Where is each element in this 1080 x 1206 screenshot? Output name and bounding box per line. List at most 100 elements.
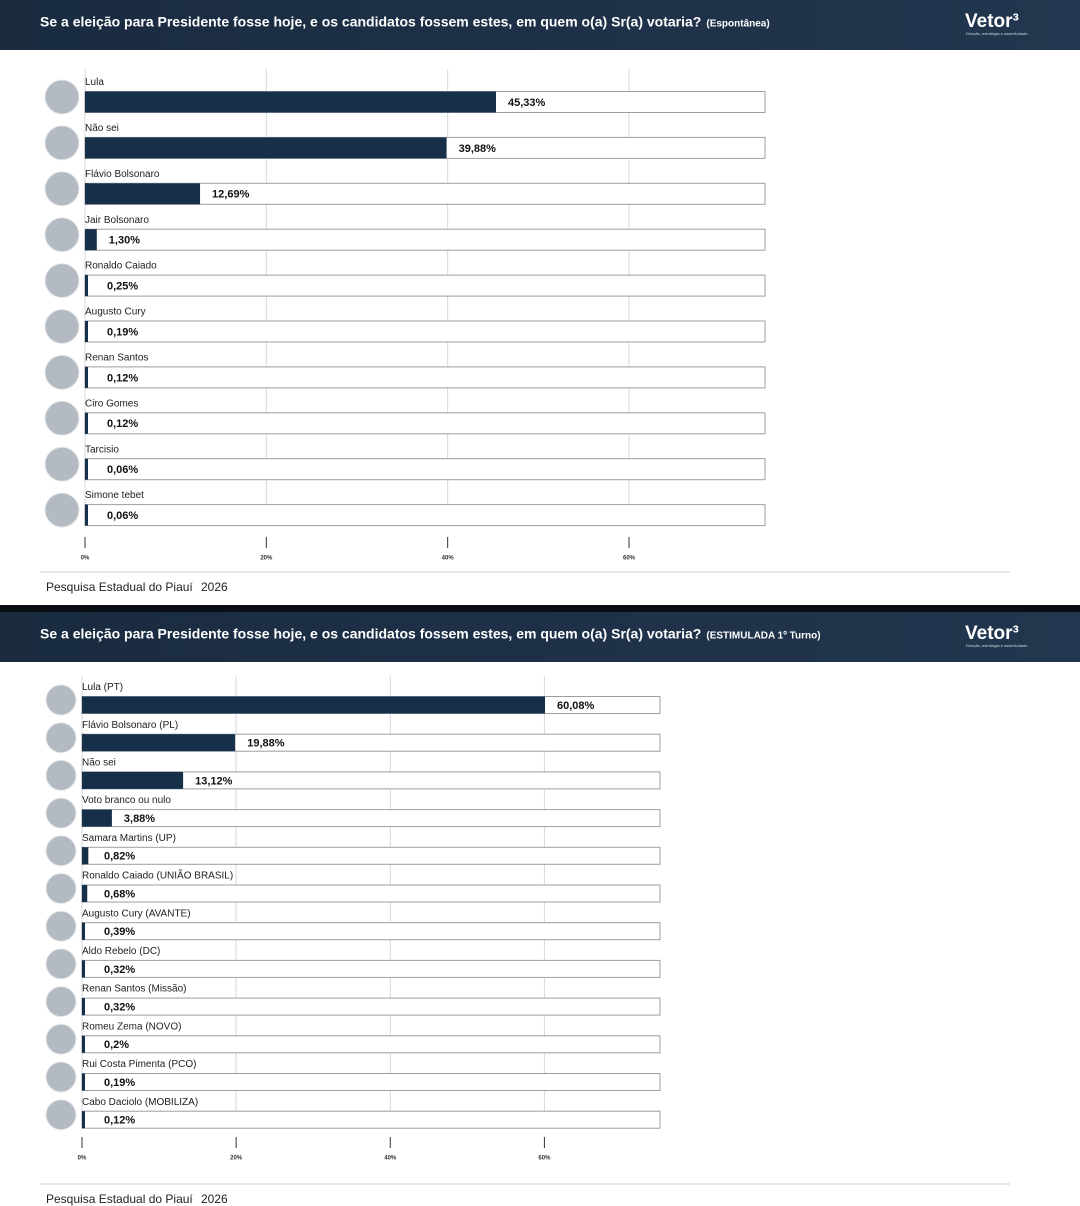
source: Pesquisa Estadual do Piauí xyxy=(46,580,193,594)
category-label: Rui Costa Pimenta (PCO) xyxy=(82,1059,196,1070)
bar xyxy=(82,998,85,1016)
avatar xyxy=(44,171,80,207)
avatar xyxy=(45,684,77,716)
category-label: Ronaldo Caiado xyxy=(85,261,157,272)
value-label: 0,2% xyxy=(104,1039,129,1051)
value-label: 19,88% xyxy=(247,738,285,750)
bar xyxy=(82,809,112,827)
avatar xyxy=(44,125,80,161)
avatar xyxy=(45,910,77,942)
chart-subtitle: (ESTIMULADA 1º Turno) xyxy=(706,631,820,642)
category-label: Simone tebet xyxy=(85,490,144,501)
bar xyxy=(85,504,86,526)
avatar xyxy=(44,217,80,253)
value-label: 0,06% xyxy=(107,510,138,522)
bar-track xyxy=(84,228,766,251)
category-label: Não sei xyxy=(82,758,116,769)
bar xyxy=(82,771,184,789)
bar-track xyxy=(81,1035,661,1054)
value-label: 0,19% xyxy=(107,326,138,338)
header xyxy=(0,0,1080,50)
value-label: 0,12% xyxy=(107,418,138,430)
category-label: Aldo Rebelo (DC) xyxy=(82,946,160,957)
brand-tagline: Direção, estratégia e assertividade xyxy=(966,643,1028,648)
bar-track xyxy=(81,959,661,978)
category-label: Lula xyxy=(85,77,104,88)
avatar xyxy=(45,722,77,754)
bar xyxy=(85,412,87,434)
avatar xyxy=(44,309,80,344)
bar-track xyxy=(84,366,766,389)
value-label: 0,82% xyxy=(104,851,135,863)
value-label: 0,12% xyxy=(104,1115,135,1127)
avatar xyxy=(44,354,80,390)
category-label: Augusto Cury (AVANTE) xyxy=(82,908,191,919)
bar-track xyxy=(84,274,766,297)
value-label: 12,69% xyxy=(212,189,250,201)
source: Pesquisa Estadual do Piauí xyxy=(46,1192,193,1206)
avatar xyxy=(44,263,80,299)
bar xyxy=(85,229,97,251)
value-label: 13,12% xyxy=(195,775,233,787)
bar-track xyxy=(81,884,661,903)
bar-track xyxy=(84,412,766,435)
x-tick-label: 60% xyxy=(538,1156,551,1162)
value-label: 0,32% xyxy=(104,964,135,976)
x-tick-label: 40% xyxy=(384,1156,397,1162)
year: 2026 xyxy=(201,580,228,594)
bar-track xyxy=(81,846,661,865)
value-label: 0,32% xyxy=(104,1002,135,1014)
bar xyxy=(85,183,201,205)
category-label: Renan Santos xyxy=(85,353,148,364)
bar-track xyxy=(81,809,661,828)
value-label: 1,30% xyxy=(109,235,140,247)
bar xyxy=(82,1111,83,1129)
category-label: Cabo Daciolo (MOBILIZA) xyxy=(82,1097,198,1108)
value-label: 3,88% xyxy=(124,813,155,825)
category-label: Ronaldo Caiado (UNIÃO BRASIL) xyxy=(82,869,233,882)
brand: Vetor³ xyxy=(965,11,1019,32)
year: 2026 xyxy=(201,1192,228,1206)
value-label: 0,19% xyxy=(104,1077,135,1089)
avatar xyxy=(45,1023,77,1055)
bar-track xyxy=(81,1110,661,1129)
bar xyxy=(82,696,546,714)
bar xyxy=(82,734,236,752)
category-label: Ciro Gomes xyxy=(85,398,138,409)
brand: Vetor³ xyxy=(965,623,1019,644)
bar-track xyxy=(81,1073,661,1091)
bar xyxy=(85,321,87,342)
value-label: 0,68% xyxy=(104,888,135,900)
value-label: 45,33% xyxy=(508,97,546,109)
chart-subtitle: (Espontânea) xyxy=(706,19,769,30)
x-tick-label: 40% xyxy=(442,556,455,562)
x-tick-label: 20% xyxy=(260,556,273,562)
avatar xyxy=(45,835,77,867)
header xyxy=(0,612,1080,662)
bar xyxy=(82,1035,84,1053)
bar xyxy=(85,366,87,388)
avatar xyxy=(44,79,80,115)
category-label: Augusto Cury xyxy=(85,307,146,318)
bar xyxy=(82,885,88,902)
avatar xyxy=(44,400,80,436)
x-tick-label: 20% xyxy=(230,1156,243,1162)
avatar xyxy=(45,986,77,1018)
avatar xyxy=(45,1099,77,1131)
bar xyxy=(82,960,85,978)
bar xyxy=(82,922,86,940)
category-label: Jair Bolsonaro xyxy=(85,215,149,226)
bar-track xyxy=(84,458,766,481)
bar-track xyxy=(81,922,661,941)
bar-track xyxy=(84,320,766,343)
value-label: 0,39% xyxy=(104,926,135,938)
category-label: Romeu Zema (NOVO) xyxy=(82,1021,181,1032)
bar xyxy=(85,91,496,113)
avatar xyxy=(45,759,77,791)
value-label: 0,25% xyxy=(107,281,138,293)
avatar xyxy=(45,797,77,829)
chart-title: Se a eleição para Presidente fosse hoje,… xyxy=(40,626,701,642)
value-label: 0,06% xyxy=(107,464,138,476)
